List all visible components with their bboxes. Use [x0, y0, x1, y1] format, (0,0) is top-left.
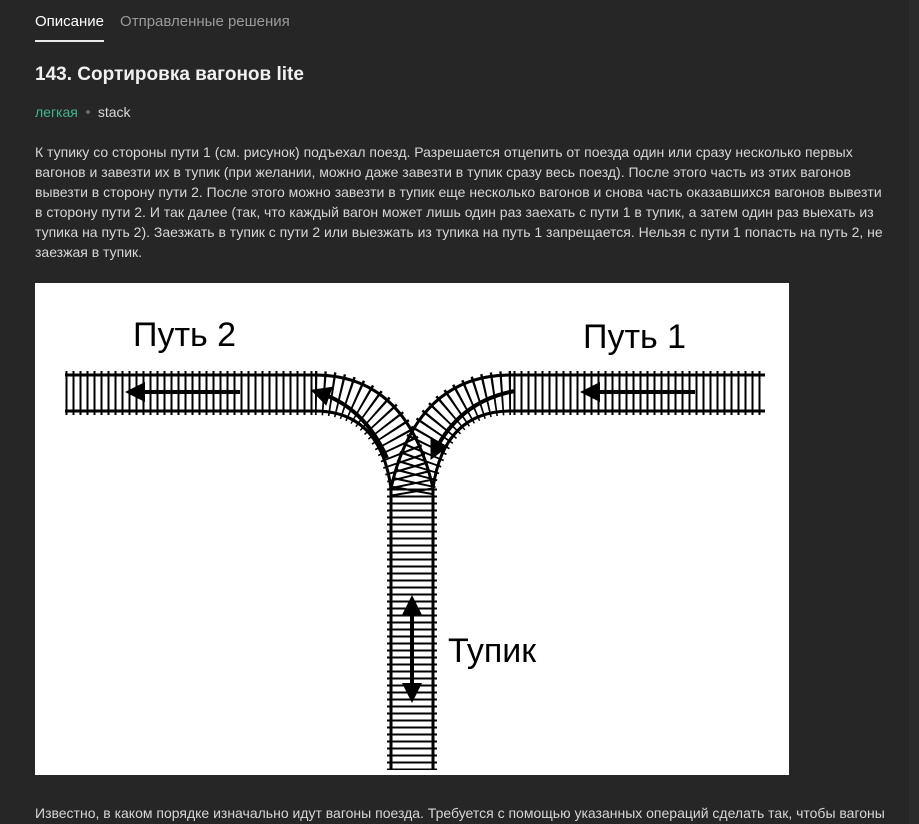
arrow-curve-out	[310, 386, 389, 459]
tab-submissions[interactable]: Отправленные решения	[120, 13, 290, 30]
tab-description[interactable]: Описание	[35, 0, 105, 42]
railway-diagram: Путь 2 Путь 1 Тупик	[65, 316, 765, 770]
topic-tag[interactable]: stack	[97, 104, 131, 120]
label-deadend: Тупик	[448, 632, 537, 670]
track-curve-right	[389, 371, 512, 498]
difficulty-badge: легкая	[35, 104, 78, 120]
problem-title: 143. Сортировка вагонов lite	[35, 64, 304, 85]
tab-bar: Описание Отправленные решения	[35, 0, 290, 42]
arrow-curve-in	[430, 389, 516, 460]
problem-statement: К тупику со стороны пути 1 (см. рисунок)…	[35, 144, 883, 260]
separator-dot	[85, 110, 90, 114]
label-track1: Путь 1	[583, 318, 686, 356]
problem-statement-continued: Известно, в каком порядке изначально иду…	[35, 805, 885, 821]
track-left	[65, 371, 315, 415]
scrollbar[interactable]	[909, 0, 919, 824]
railway-figure: Путь 2 Путь 1 Тупик	[35, 283, 789, 775]
problem-tags: легкая stack	[35, 104, 131, 120]
label-track2: Путь 2	[133, 316, 236, 354]
